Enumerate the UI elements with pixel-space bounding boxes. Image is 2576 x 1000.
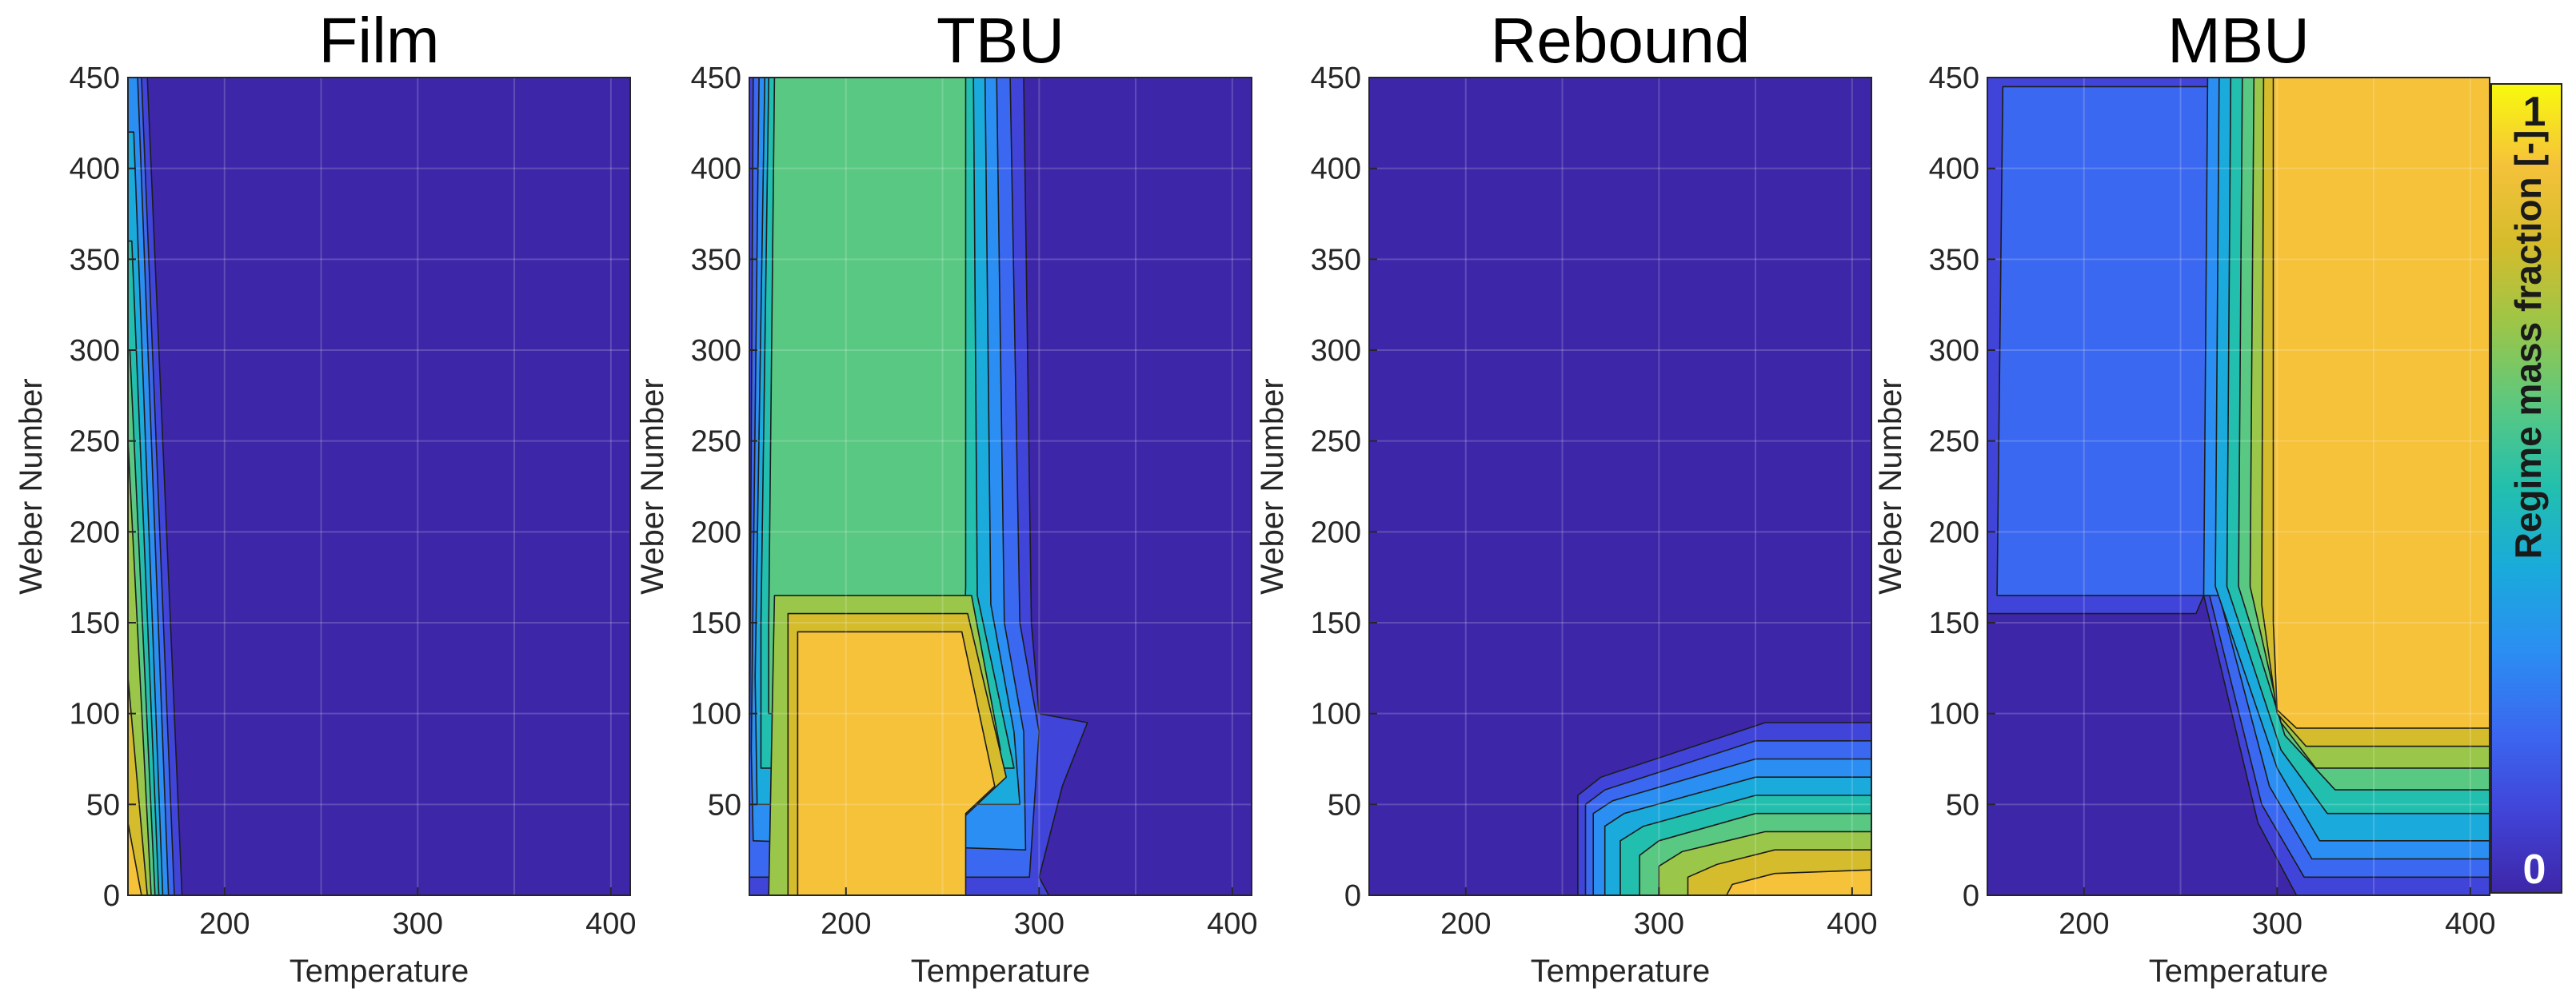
x-tick-label: 400: [2445, 907, 2495, 941]
y-tick-label: 150: [691, 607, 741, 640]
x-tick-label: 200: [821, 907, 871, 941]
x-axis-label: Temperature: [1531, 954, 1711, 989]
y-tick-label: 0: [1344, 879, 1361, 913]
y-tick-label: 100: [1311, 698, 1361, 731]
y-tick-label: 350: [1311, 243, 1361, 277]
contour-level-90: [2272, 78, 2490, 729]
axes-box: [1987, 77, 2490, 896]
y-tick-label: 400: [1311, 153, 1361, 186]
y-tick-label: 200: [691, 516, 741, 549]
x-tick-label: 200: [199, 907, 250, 941]
x-tick-label: 200: [1440, 907, 1491, 941]
grid: [749, 78, 1252, 895]
panel-film: Film 200 300 400 0 50 100 150 200 250 300 350 400 450…: [14, 5, 637, 989]
y-tick-label: 150: [70, 607, 120, 640]
y-tick-label: 300: [70, 334, 120, 368]
y-axis-label: Weber Number: [1873, 378, 1908, 594]
y-tick-label: 200: [70, 516, 120, 549]
y-tick-label: 50: [86, 788, 120, 822]
x-tick-label: 200: [2059, 907, 2109, 941]
x-axis-label: Temperature: [290, 954, 469, 989]
y-tick-label: 50: [1946, 788, 1979, 822]
colorbar-label: Regime mass fraction [-]: [2507, 130, 2549, 560]
y-tick-label: 150: [1929, 607, 1979, 640]
y-tick-label: 100: [70, 698, 120, 731]
panel-rebound: Rebound 200 300 400 0 50 100 150 200 250 300 350 400…: [1255, 5, 1878, 989]
y-tick-label: 250: [1929, 425, 1979, 459]
contour-regions: [128, 78, 183, 895]
y-tick-label: 400: [691, 153, 741, 186]
x-tick-label: 400: [585, 907, 636, 941]
y-tick-label: 100: [1929, 698, 1979, 731]
y-tick-label: 450: [1929, 62, 1979, 95]
y-tick-label: 0: [1963, 879, 1979, 913]
y-tick-label: 0: [103, 879, 120, 913]
contour-level-80: [128, 676, 148, 895]
colorbar-max-label: 1: [2523, 89, 2546, 135]
x-axis-label: Temperature: [2149, 954, 2329, 989]
y-tick-label: 300: [691, 334, 741, 368]
grid: [1369, 78, 1871, 895]
y-tick-label: 300: [1929, 334, 1979, 368]
x-tick-label: 300: [1014, 907, 1064, 941]
panel-title: TBU: [937, 5, 1064, 76]
panel-mbu: MBU 200 300 400 0 50 100 150 200 250 300 350 400 450 T…: [1873, 5, 2496, 989]
x-tick-label: 300: [2252, 907, 2302, 941]
colorbar-gradient: [2490, 83, 2562, 894]
x-axis-label: Temperature: [911, 954, 1091, 989]
panel-tbu: TBU 200 300 400 50 100 150 200 250 300 350 400 450 Te…: [635, 5, 1258, 989]
contour-regions: [749, 78, 1088, 895]
x-tick-label: 300: [1634, 907, 1684, 941]
contour-base: [128, 78, 630, 895]
x-tick-label: 300: [393, 907, 443, 941]
y-tick-label: 250: [1311, 425, 1361, 459]
y-tick-label: 350: [70, 243, 120, 277]
y-axis-label: Weber Number: [14, 378, 49, 594]
colorbar-min-label: 0: [2523, 847, 2546, 893]
y-tick-label: 200: [1311, 516, 1361, 549]
grid: [128, 78, 630, 895]
y-tick-label: 350: [1929, 243, 1979, 277]
axes-box: [1368, 77, 1872, 896]
y-axis-label: Weber Number: [635, 378, 670, 594]
contour-level-90: [128, 822, 142, 895]
y-tick-label: 400: [70, 153, 120, 186]
x-tick-label: 400: [1207, 907, 1257, 941]
panel-title: MBU: [2167, 5, 2310, 76]
colorbar: 1 0 Regime mass fraction [-]: [2490, 83, 2562, 894]
y-tick-label: 50: [1328, 788, 1361, 822]
axes-box: [127, 77, 631, 896]
y-tick-label: 250: [691, 425, 741, 459]
contour-regions: [1577, 722, 1871, 895]
contour-regions: [1987, 78, 2490, 895]
y-tick-label: 50: [708, 788, 741, 822]
y-tick-label: 250: [70, 425, 120, 459]
y-tick-label: 450: [70, 62, 120, 95]
y-tick-label: 400: [1929, 153, 1979, 186]
grid: [1987, 78, 2490, 895]
panel-title: Film: [318, 5, 439, 76]
panel-title: Rebound: [1491, 5, 1751, 76]
y-tick-label: 100: [691, 698, 741, 731]
contour-level-90: [797, 631, 996, 895]
y-tick-label: 450: [1311, 62, 1361, 95]
y-tick-label: 200: [1929, 516, 1979, 549]
y-axis-label: Weber Number: [1255, 378, 1290, 594]
contour-level-90: [1726, 869, 1871, 895]
y-tick-label: 450: [691, 62, 741, 95]
y-tick-label: 350: [691, 243, 741, 277]
x-tick-label: 400: [1827, 907, 1877, 941]
y-tick-label: 150: [1311, 607, 1361, 640]
y-tick-label: 300: [1311, 334, 1361, 368]
axes-box: [749, 77, 1252, 896]
